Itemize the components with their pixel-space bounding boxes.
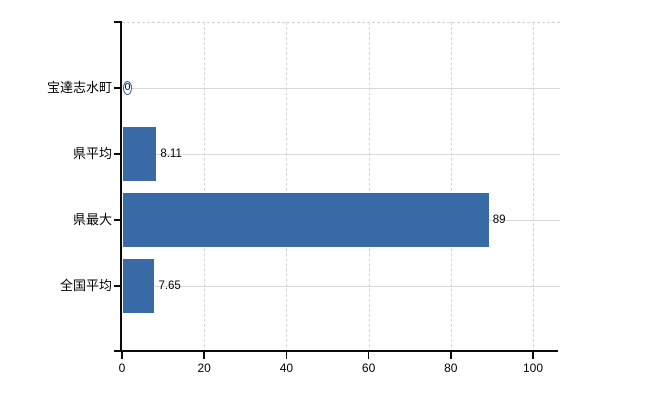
x-axis-tick: [450, 352, 452, 359]
category-tick: [114, 219, 122, 221]
category-row-line: [123, 153, 560, 155]
x-axis-tick: [367, 352, 370, 359]
x-axis-tick: [121, 352, 123, 359]
category-tick: [114, 87, 122, 89]
vertical-gridline: [368, 22, 370, 352]
x-axis-tick-label: 80: [444, 361, 458, 375]
zero-value-marker: 0: [123, 81, 132, 95]
x-axis-tick: [285, 352, 288, 359]
x-axis-tick-label: 40: [279, 361, 294, 375]
bar: [123, 259, 155, 313]
x-axis-line: [114, 350, 558, 352]
category-label: 県最大: [72, 212, 112, 227]
x-axis-tick-label: 100: [522, 361, 544, 375]
x-axis-tick-label: 0: [118, 361, 126, 375]
category-tick: [114, 285, 122, 287]
bar-value-label: 7.65: [158, 280, 181, 292]
x-axis-tick: [203, 352, 205, 359]
category-row-line: [123, 87, 560, 89]
y-axis-line: [120, 22, 122, 352]
category-row-line: [123, 285, 560, 287]
vertical-gridline: [204, 22, 206, 352]
x-axis-tick-label: 60: [361, 361, 376, 375]
bar-value-label: 8.11: [160, 148, 182, 160]
plot-top-boundary-line: [122, 22, 560, 23]
category-label: 県平均: [72, 146, 112, 161]
x-axis-tick-label: 20: [197, 361, 211, 375]
x-axis-tick: [532, 352, 534, 359]
vertical-gridline: [450, 22, 452, 352]
category-tick: [114, 153, 122, 155]
category-label: 宝達志水町: [46, 80, 112, 95]
bar-value-label: 89: [492, 214, 506, 226]
vertical-gridline: [533, 22, 534, 352]
bar: [123, 127, 157, 181]
vertical-gridline: [286, 22, 288, 352]
bar: [123, 193, 489, 247]
category-label: 全国平均: [59, 278, 112, 293]
y-axis-top-tick: [114, 21, 122, 23]
